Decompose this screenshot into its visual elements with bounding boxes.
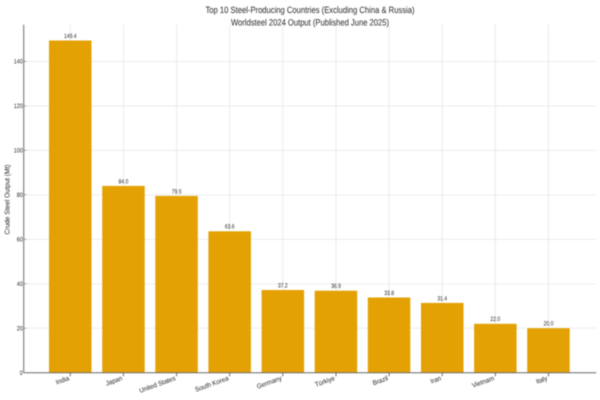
svg-text:20.0: 20.0 xyxy=(544,321,554,328)
svg-text:60: 60 xyxy=(17,237,23,244)
svg-text:Italy: Italy xyxy=(535,375,549,386)
svg-text:Crude Steel Output (Mt): Crude Steel Output (Mt) xyxy=(4,165,12,235)
svg-text:Iran: Iran xyxy=(430,375,443,385)
svg-text:37.2: 37.2 xyxy=(278,282,288,289)
svg-text:80: 80 xyxy=(17,192,23,199)
svg-text:100: 100 xyxy=(14,148,23,155)
svg-text:India: India xyxy=(55,375,70,386)
svg-text:33.8: 33.8 xyxy=(384,290,394,297)
svg-text:31.4: 31.4 xyxy=(437,295,447,302)
svg-text:Worldsteel 2024 Output (Publis: Worldsteel 2024 Output (Published June 2… xyxy=(231,18,389,28)
svg-text:79.5: 79.5 xyxy=(172,188,182,195)
svg-text:84.0: 84.0 xyxy=(119,178,129,185)
svg-text:0: 0 xyxy=(20,370,23,377)
svg-text:40: 40 xyxy=(17,281,23,288)
svg-text:63.6: 63.6 xyxy=(225,224,235,231)
svg-text:22.0: 22.0 xyxy=(490,316,500,323)
svg-text:36.9: 36.9 xyxy=(331,283,341,290)
svg-text:Top 10 Steel-Producing Countri: Top 10 Steel-Producing Countries (Exclud… xyxy=(206,5,415,15)
svg-text:140: 140 xyxy=(14,59,23,66)
svg-text:120: 120 xyxy=(14,103,23,110)
svg-text:149.4: 149.4 xyxy=(64,33,77,40)
svg-text:20: 20 xyxy=(17,325,23,332)
